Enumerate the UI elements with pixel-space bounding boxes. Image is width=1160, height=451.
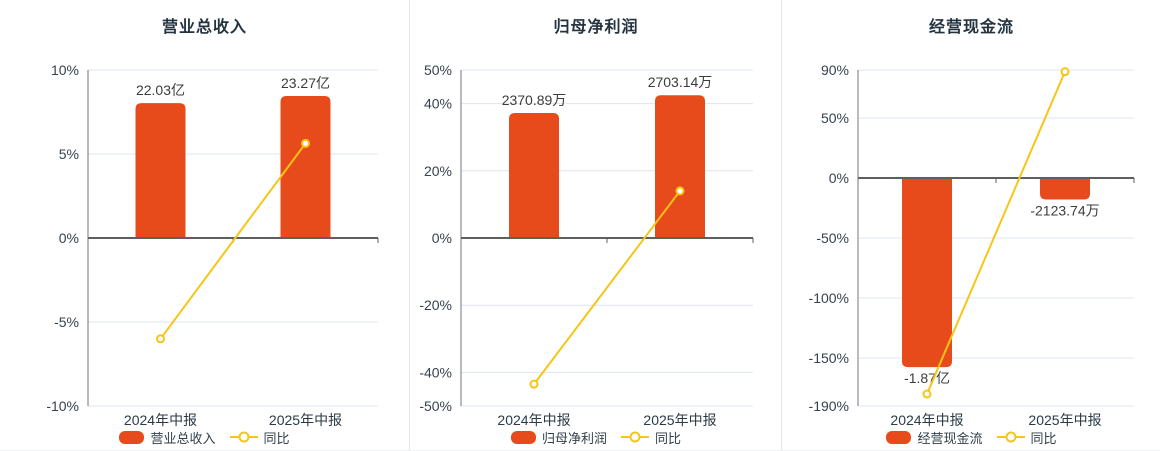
legend-item-net-profit-yoy[interactable]: 同比 (621, 428, 681, 447)
line-marker-icon (996, 430, 1025, 444)
bar-swatch-icon (119, 430, 145, 444)
svg-text:90%: 90% (821, 62, 849, 78)
cash-flow-chart-plot[interactable]: 90% 50% 0% -50% -100% -150% -190% -1.87亿 -2123.7… (782, 0, 1160, 450)
svg-text:-40%: -40% (419, 364, 452, 380)
chart-title-revenue: 营业总收入 (161, 19, 247, 36)
svg-text:0%: 0% (829, 170, 849, 186)
svg-text:-190%: -190% (809, 398, 849, 414)
chart-title-cash-flow: 经营现金流 (928, 19, 1014, 36)
svg-text:-1.87亿: -1.87亿 (904, 370, 950, 386)
svg-text:50%: 50% (821, 110, 849, 126)
chart-panel-operating-cash-flow: 90% 50% 0% -50% -100% -150% -190% -1.87亿 -2123.7… (781, 0, 1160, 450)
bar-swatch-icon (886, 430, 912, 444)
svg-text:-2123.74万: -2123.74万 (1030, 202, 1099, 218)
net-profit-chart-plot[interactable]: 50% 40% 20% 0% -20% -40% -50% 2370.89万 2703.14万 2… (410, 0, 782, 450)
svg-text:-10%: -10% (46, 398, 79, 414)
legend-revenue: 营业总收入 同比 (0, 428, 409, 446)
svg-text:-20%: -20% (419, 297, 452, 313)
line-marker-icon (229, 430, 258, 444)
legend-item-net-profit-bar[interactable]: 归母净利润 (510, 428, 607, 447)
svg-text:-5%: -5% (54, 314, 79, 330)
svg-text:2024年中报: 2024年中报 (124, 412, 197, 428)
chart-title-net-profit: 归母净利润 (553, 19, 639, 36)
svg-text:22.03亿: 22.03亿 (136, 82, 185, 98)
svg-text:2024年中报: 2024年中报 (890, 412, 963, 428)
svg-text:2025年中报: 2025年中报 (643, 412, 716, 428)
legend-label: 营业总收入 (150, 430, 216, 446)
svg-text:0%: 0% (59, 230, 79, 246)
legend-item-cash-flow-yoy[interactable]: 同比 (996, 428, 1057, 447)
legend-item-revenue-bar[interactable]: 营业总收入 (119, 428, 216, 447)
legend-label: 同比 (1030, 430, 1057, 446)
legend-item-revenue-yoy[interactable]: 同比 (229, 428, 290, 447)
svg-text:-100%: -100% (809, 290, 849, 306)
svg-text:0%: 0% (432, 230, 452, 246)
svg-text:2024年中报: 2024年中报 (497, 412, 570, 428)
svg-text:-50%: -50% (419, 398, 452, 414)
svg-text:-50%: -50% (816, 230, 849, 246)
svg-text:2370.89万: 2370.89万 (502, 92, 567, 108)
legend-label: 同比 (655, 430, 682, 446)
svg-text:50%: 50% (424, 62, 452, 78)
svg-text:20%: 20% (424, 163, 452, 179)
legend-label: 经营现金流 (917, 430, 983, 446)
line-marker-icon (621, 430, 649, 444)
legend-label: 归母净利润 (541, 430, 607, 446)
legend-cash-flow: 经营现金流 同比 (782, 428, 1160, 446)
legend-item-cash-flow-bar[interactable]: 经营现金流 (886, 428, 983, 447)
svg-text:10%: 10% (51, 62, 79, 78)
svg-text:23.27亿: 23.27亿 (281, 75, 330, 91)
legend-net-profit: 归母净利润 同比 (410, 428, 782, 446)
chart-panel-revenue: 10% 5% 0% -5% -10% 22.03亿 23.27亿 2024年中报 2025年中报… (0, 0, 409, 450)
svg-text:2025年中报: 2025年中报 (269, 412, 342, 428)
svg-text:40%: 40% (424, 96, 452, 112)
legend-label: 同比 (263, 430, 290, 446)
chart-panel-net-profit: 50% 40% 20% 0% -20% -40% -50% 2370.89万 2703.14万 2… (409, 0, 782, 450)
revenue-chart-plot[interactable]: 10% 5% 0% -5% -10% 22.03亿 23.27亿 2024年中报 2025年中报 (0, 0, 409, 450)
svg-text:5%: 5% (59, 146, 79, 162)
svg-text:-150%: -150% (809, 350, 849, 366)
svg-text:2703.14万: 2703.14万 (648, 74, 713, 90)
svg-text:2025年中报: 2025年中报 (1028, 412, 1101, 428)
bar-swatch-icon (510, 430, 536, 444)
